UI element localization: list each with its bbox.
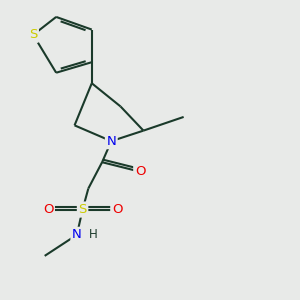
Text: O: O: [112, 203, 122, 216]
Text: N: N: [106, 135, 116, 148]
Text: O: O: [135, 165, 145, 178]
Text: S: S: [78, 203, 87, 216]
Text: H: H: [89, 228, 98, 241]
Text: N: N: [72, 228, 82, 241]
Text: O: O: [43, 203, 53, 216]
Text: S: S: [29, 28, 38, 41]
